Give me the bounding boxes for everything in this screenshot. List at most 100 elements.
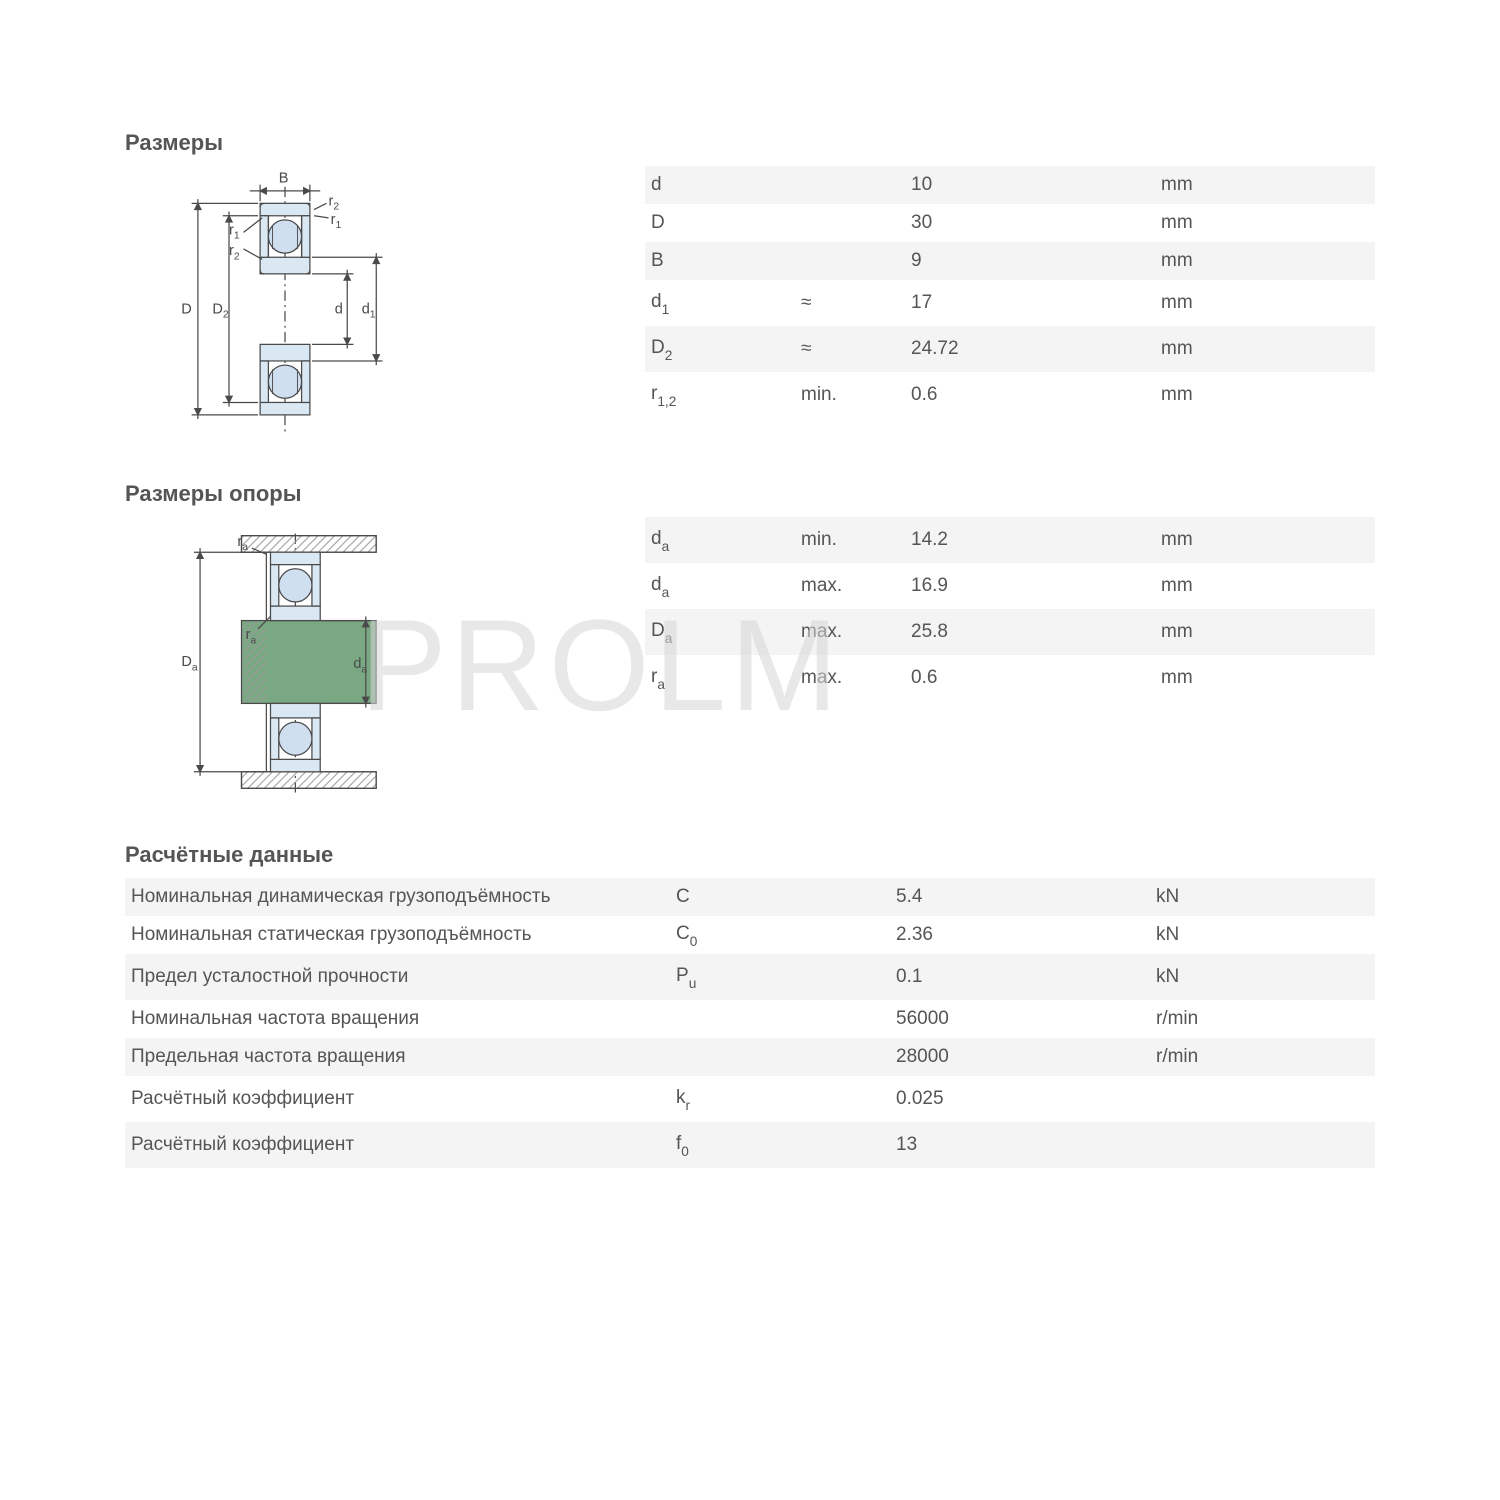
cell-label: Номинальная статическая грузоподъёмность	[125, 916, 670, 954]
cell-value: 24.72	[905, 326, 1155, 372]
table-row: d1≈17mm	[645, 280, 1375, 326]
cell-unit: mm	[1155, 204, 1375, 242]
table-row: damin.14.2mm	[645, 517, 1375, 563]
label-Da: Da	[181, 654, 197, 673]
table-row: damax.16.9mm	[645, 563, 1375, 609]
label-D: D	[181, 301, 191, 317]
cell-condition: min.	[795, 517, 905, 563]
cell-symbol: Pu	[670, 954, 890, 1000]
section-calc: Расчётные данные Номинальная динамическа…	[125, 842, 1375, 1168]
cell-value: 25.8	[905, 609, 1155, 655]
cell-unit: kN	[1150, 916, 1375, 954]
table-row: Damax.25.8mm	[645, 609, 1375, 655]
cell-symbol: kr	[670, 1076, 890, 1122]
cell-unit: mm	[1155, 517, 1375, 563]
label-d1: d1	[362, 301, 376, 320]
cell-unit: r/min	[1150, 1038, 1375, 1076]
bearing-cross-section-icon: B D D2 d d1 r1 r2 r2 r1	[125, 166, 445, 446]
section-title-calc: Расчётные данные	[125, 842, 1375, 868]
cell-value: 0.6	[905, 655, 1155, 701]
cell-unit: kN	[1150, 878, 1375, 916]
cell-unit: mm	[1155, 326, 1375, 372]
cell-unit: mm	[1155, 372, 1375, 418]
cell-value: 9	[905, 242, 1155, 280]
table-row: B 9mm	[645, 242, 1375, 280]
cell-label: Предел усталостной прочности	[125, 954, 670, 1000]
table-row: Расчётный коэффициентf013	[125, 1122, 1375, 1168]
label-B: B	[279, 171, 289, 187]
table-row: D2≈24.72mm	[645, 326, 1375, 372]
section-title-dimensions: Размеры	[125, 130, 1375, 156]
section-title-abutment: Размеры опоры	[125, 481, 1375, 507]
cell-symbol	[670, 1038, 890, 1076]
cell-symbol: d	[645, 166, 795, 204]
cell-unit	[1150, 1076, 1375, 1122]
cell-unit: mm	[1155, 242, 1375, 280]
calc-table: Номинальная динамическая грузоподъёмност…	[125, 878, 1375, 1168]
abutment-diagram: Da da ra ra	[125, 517, 645, 812]
cell-condition: max.	[795, 609, 905, 655]
section-abutment: Размеры опоры	[125, 481, 1375, 812]
label-r1-left: r1	[229, 222, 240, 241]
table-row: Предел усталостной прочностиPu0.1kN	[125, 954, 1375, 1000]
cell-symbol: C	[670, 878, 890, 916]
cell-label: Расчётный коэффициент	[125, 1122, 670, 1168]
cell-unit: kN	[1150, 954, 1375, 1000]
cell-value: 5.4	[890, 878, 1150, 916]
cell-symbol: D2	[645, 326, 795, 372]
cell-label: Предельная частота вращения	[125, 1038, 670, 1076]
cell-symbol: d1	[645, 280, 795, 326]
cell-symbol: C0	[670, 916, 890, 954]
label-r1-right: r1	[331, 212, 342, 231]
cell-unit: mm	[1155, 609, 1375, 655]
cell-value: 14.2	[905, 517, 1155, 563]
cell-condition	[795, 204, 905, 242]
cell-condition	[795, 166, 905, 204]
cell-unit: mm	[1155, 280, 1375, 326]
cell-value: 16.9	[905, 563, 1155, 609]
cell-value: 10	[905, 166, 1155, 204]
cell-unit	[1150, 1122, 1375, 1168]
cell-value: 2.36	[890, 916, 1150, 954]
cell-condition: max.	[795, 655, 905, 701]
cell-label: Расчётный коэффициент	[125, 1076, 670, 1122]
cell-value: 0.025	[890, 1076, 1150, 1122]
dimensions-table: d10mmD30mmB9mmd1≈17mmD2≈24.72mmr1,2min.0…	[645, 166, 1375, 418]
cell-symbol: da	[645, 517, 795, 563]
cell-symbol: ra	[645, 655, 795, 701]
label-r2-right: r2	[329, 193, 340, 212]
dimensions-diagram: B D D2 d d1 r1 r2 r2 r1	[125, 166, 645, 451]
table-row: d10mm	[645, 166, 1375, 204]
bearing-abutment-icon: Da da ra ra	[125, 517, 445, 807]
section-dimensions: Размеры	[125, 130, 1375, 451]
cell-symbol: da	[645, 563, 795, 609]
table-row: Предельная частота вращения 28000r/min	[125, 1038, 1375, 1076]
cell-symbol: f0	[670, 1122, 890, 1168]
cell-value: 56000	[890, 1000, 1150, 1038]
cell-value: 28000	[890, 1038, 1150, 1076]
cell-unit: mm	[1155, 563, 1375, 609]
label-r2-left: r2	[229, 243, 240, 262]
cell-value: 0.1	[890, 954, 1150, 1000]
cell-unit: mm	[1155, 655, 1375, 701]
cell-condition: max.	[795, 563, 905, 609]
cell-label: Номинальная динамическая грузоподъёмност…	[125, 878, 670, 916]
cell-label: Номинальная частота вращения	[125, 1000, 670, 1038]
table-row: Расчётный коэффициентkr0.025	[125, 1076, 1375, 1122]
cell-condition: ≈	[795, 280, 905, 326]
label-d: d	[335, 301, 343, 317]
cell-symbol: B	[645, 242, 795, 280]
cell-value: 30	[905, 204, 1155, 242]
cell-symbol: D	[645, 204, 795, 242]
cell-condition: ≈	[795, 326, 905, 372]
cell-condition: min.	[795, 372, 905, 418]
table-row: Номинальная статическая грузоподъёмность…	[125, 916, 1375, 954]
cell-value: 13	[890, 1122, 1150, 1168]
table-row: Номинальная динамическая грузоподъёмност…	[125, 878, 1375, 916]
cell-symbol	[670, 1000, 890, 1038]
cell-value: 0.6	[905, 372, 1155, 418]
cell-symbol: r1,2	[645, 372, 795, 418]
table-row: D 30mm	[645, 204, 1375, 242]
table-row: ramax.0.6mm	[645, 655, 1375, 701]
table-row: r1,2min.0.6mm	[645, 372, 1375, 418]
